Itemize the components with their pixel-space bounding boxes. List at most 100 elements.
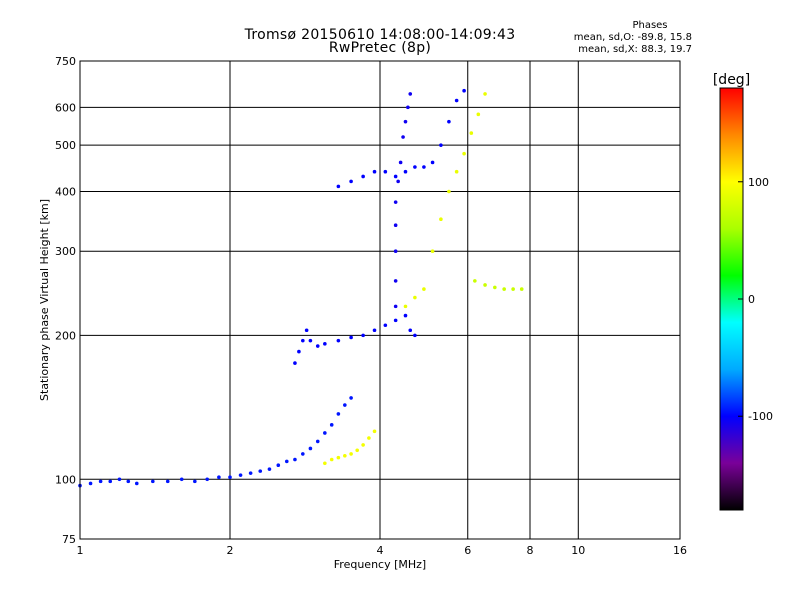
- data-point: [462, 151, 466, 156]
- data-point: [372, 328, 377, 333]
- data-point: [454, 98, 459, 103]
- data-point: [193, 479, 197, 484]
- data-point: [98, 479, 103, 484]
- data-point: [430, 249, 435, 254]
- x-tick-label: 1: [77, 544, 84, 557]
- x-tick-label: 8: [527, 544, 534, 557]
- y-axis-ticks: 75 100 200 300 400 500 600 750: [55, 55, 76, 546]
- phases-o-stats: mean, sd,O: -89.8, 15.8: [573, 32, 692, 43]
- data-point: [361, 443, 365, 447]
- data-point: [462, 88, 466, 93]
- data-point: [165, 479, 170, 484]
- data-point: [205, 477, 209, 482]
- data-point: [343, 453, 347, 458]
- data-point: [403, 169, 408, 174]
- data-point: [301, 452, 305, 456]
- data-point: [134, 481, 139, 486]
- y-tick-label: 300: [55, 245, 76, 258]
- data-point: [396, 179, 400, 184]
- data-point: [336, 455, 341, 460]
- data-point: [126, 479, 131, 484]
- data-point: [355, 448, 359, 453]
- data-point: [323, 461, 327, 466]
- x-tick-label: 10: [571, 544, 585, 557]
- y-tick-label: 100: [55, 473, 76, 486]
- data-point: [408, 92, 413, 96]
- data-point: [393, 304, 398, 309]
- data-point: [413, 295, 417, 300]
- data-point: [267, 467, 272, 471]
- data-point: [483, 283, 487, 287]
- data-point: [336, 184, 341, 189]
- data-point: [293, 457, 297, 462]
- x-tick-label: 4: [377, 544, 384, 557]
- data-point: [422, 165, 426, 169]
- grid-lines: [79, 60, 681, 540]
- data-point: [372, 169, 377, 174]
- colorbar-label: [deg]: [713, 72, 750, 88]
- data-point: [361, 333, 365, 338]
- data-point: [393, 174, 398, 179]
- data-point: [88, 481, 93, 486]
- y-tick-label: 200: [55, 329, 76, 342]
- colorbar-tick-label: -100: [748, 410, 773, 423]
- x-tick-label: 16: [673, 544, 687, 557]
- data-point: [217, 475, 221, 480]
- data-point: [323, 431, 327, 435]
- data-point: [179, 477, 184, 482]
- data-point: [349, 335, 353, 340]
- colorbar-tick-label: 100: [748, 176, 769, 189]
- data-point: [367, 436, 371, 440]
- data-point: [403, 119, 408, 124]
- chart-title-line1: Tromsø 20150610 14:08:00-14:09:43: [244, 27, 516, 43]
- data-point: [284, 459, 289, 464]
- colorbar-tick-label: 0: [748, 293, 755, 306]
- data-point: [349, 452, 353, 456]
- data-point: [258, 469, 263, 473]
- data-point: [502, 287, 506, 291]
- data-point: [476, 112, 481, 117]
- data-point: [329, 457, 334, 462]
- data-point: [308, 446, 313, 451]
- data-point: [304, 328, 309, 333]
- data-point: [393, 223, 398, 228]
- data-point: [430, 160, 435, 165]
- data-point: [336, 338, 341, 343]
- data-point: [343, 403, 347, 407]
- x-tick-label: 6: [464, 544, 471, 557]
- data-point: [301, 338, 305, 343]
- colorbar-ticks: 100 0 -100: [738, 176, 773, 423]
- chart-title-line2: RwPretec (8p): [328, 40, 432, 56]
- data-point: [329, 423, 334, 427]
- data-point: [315, 439, 320, 444]
- data-point: [315, 344, 320, 348]
- data-point: [493, 285, 497, 290]
- data-point: [393, 200, 398, 204]
- y-tick-label: 400: [55, 185, 76, 198]
- data-point: [393, 249, 398, 254]
- phases-x-stats: mean, sd,X: 88.3, 19.7: [578, 44, 692, 55]
- y-axis-label: Stationary phase Virtual Height [km]: [38, 199, 51, 401]
- x-axis-label: Frequency [MHz]: [334, 558, 426, 571]
- y-tick-label: 75: [62, 533, 76, 546]
- data-point: [308, 338, 313, 343]
- data-point: [519, 287, 524, 291]
- data-point: [297, 349, 301, 354]
- data-point: [228, 475, 232, 480]
- data-point: [361, 174, 365, 179]
- data-point: [323, 342, 327, 346]
- data-point: [401, 135, 405, 139]
- y-tick-label: 600: [55, 101, 76, 114]
- data-point: [403, 304, 408, 309]
- data-point: [447, 119, 451, 124]
- data-point: [406, 105, 410, 110]
- data-point: [469, 131, 474, 135]
- plot-frame: [79, 60, 681, 540]
- data-point: [393, 318, 398, 323]
- data-point: [422, 287, 426, 291]
- data-points: [78, 88, 524, 488]
- data-point: [276, 463, 281, 468]
- data-point: [439, 143, 443, 147]
- data-point: [372, 429, 377, 434]
